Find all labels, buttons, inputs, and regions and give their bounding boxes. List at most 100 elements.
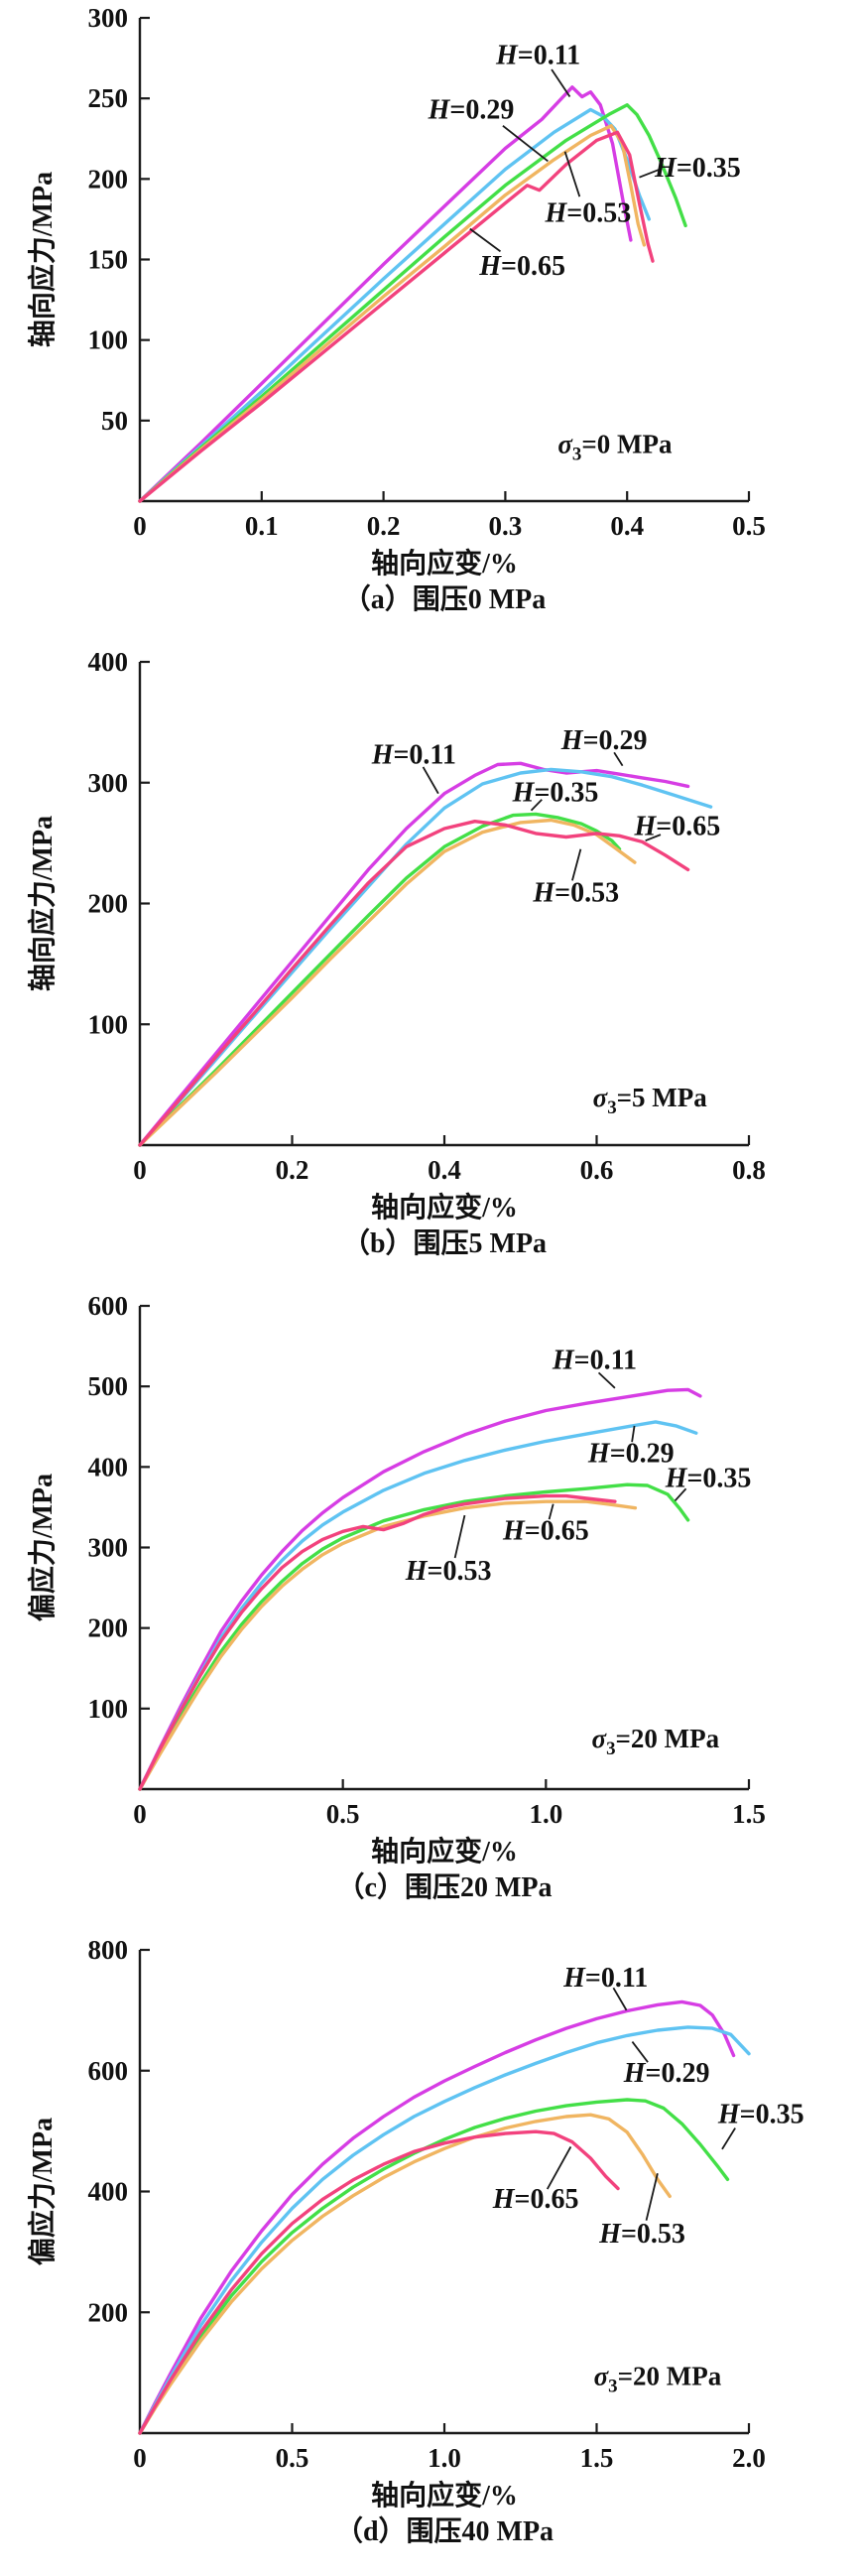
curve-H029: [138, 2025, 751, 2435]
curve-H053: [138, 124, 647, 503]
chart-panel-a: 0 0.1 0.2 0.3 0.4 0.550100150200250300H=0.11H…: [26, 3, 766, 615]
label-H053: H=0.53: [598, 2219, 685, 2250]
x-axis-title: 轴向应变/%: [371, 547, 518, 580]
curve-H035: [138, 1482, 690, 1791]
label-H029: H=0.29: [428, 95, 515, 126]
y-axis-title: 偏应力/MPa: [26, 2118, 59, 2265]
label-H065: H=0.65: [492, 2184, 579, 2215]
x-tick-label: 0.6: [580, 1155, 614, 1185]
label-H035: H=0.35: [654, 153, 741, 184]
sigma-annotation: σ3=5 MPa: [593, 1083, 708, 1118]
x-tick-label: 0.1: [245, 511, 279, 541]
x-tick-label: 0.5: [326, 1799, 360, 1829]
y-tick-label: 600: [88, 2056, 129, 2086]
curve-H053: [138, 1499, 638, 1791]
label-H065: H=0.65: [478, 251, 565, 282]
y-tick-label: 200: [88, 2297, 129, 2327]
y-tick-label: 200: [88, 1613, 129, 1643]
curve-H011: [138, 761, 690, 1147]
leader-H065: [645, 834, 662, 842]
x-tick-label: 0: [133, 2443, 147, 2473]
series-annotations: H=0.11 H=0.29H=0.35 H=0.53 H=0.65: [492, 1963, 804, 2250]
x-tick-label: 0.5: [732, 511, 766, 541]
label-H011: H=0.11: [495, 40, 580, 70]
label-H053: H=0.53: [532, 878, 619, 909]
y-tick-label: 300: [88, 1533, 129, 1563]
series-curves: [138, 85, 687, 503]
curve-H053: [138, 818, 637, 1147]
sigma-annotation: σ3=20 MPa: [592, 1724, 720, 1759]
curve-H035: [138, 2098, 730, 2435]
series-curves: [138, 761, 713, 1147]
x-tick-label: 0.3: [489, 511, 523, 541]
label-H065: H=0.65: [502, 1515, 589, 1546]
axes: 0 0.5 1.0 1.5 2.0 200 400 600 800: [88, 1935, 766, 2473]
y-tick-label: 150: [88, 245, 129, 275]
leader-H065: [548, 1503, 554, 1520]
label-H035: H=0.35: [717, 2100, 804, 2130]
y-axis-title: 轴向应力/MPa: [26, 816, 59, 991]
label-H011: H=0.11: [562, 1963, 648, 1994]
x-tick-label: 1.0: [428, 2443, 461, 2473]
panel-caption: （d）围压40 MPa: [335, 2514, 554, 2547]
label-H029: H=0.29: [587, 1439, 675, 1470]
curve-H011: [138, 1999, 736, 2435]
y-tick-label: 200: [88, 889, 129, 919]
leader-H053: [645, 2173, 659, 2221]
panel-caption: （b）围压5 MPa: [342, 1226, 547, 1259]
y-tick-label: 100: [88, 1694, 129, 1724]
leader-H065: [546, 2146, 572, 2190]
curve-H065: [138, 1493, 617, 1791]
axes: 0 0.2 0.4 0.6 0.8 100 200 300 400: [88, 647, 766, 1185]
curve-H011: [138, 85, 633, 503]
leader-H053: [563, 151, 581, 197]
y-tick-label: 400: [88, 2177, 129, 2207]
leader-H065: [469, 227, 502, 253]
leader-H035: [639, 168, 661, 179]
label-H029: H=0.29: [560, 725, 648, 756]
label-H011: H=0.11: [552, 1345, 637, 1375]
curve-H065: [138, 819, 690, 1147]
x-tick-label: 0.4: [610, 511, 644, 541]
leader-H029: [502, 125, 549, 163]
axes: 0 0.1 0.2 0.3 0.4 0.5 50 100 150 200 250 300: [88, 3, 766, 541]
leader-H029: [631, 2040, 649, 2063]
series-curves: [138, 1999, 751, 2435]
panel-caption: （a）围压0 MPa: [343, 582, 547, 615]
leader-H011: [551, 68, 571, 98]
y-tick-label: 600: [88, 1291, 129, 1321]
y-tick-label: 200: [88, 164, 129, 193]
axes: 0 0.5 1.0 1.5 100 200 300 400 500 600: [88, 1291, 766, 1829]
y-tick-label: 50: [101, 406, 128, 436]
leader-H029: [631, 1425, 636, 1443]
leader-H035: [674, 1487, 687, 1502]
series-curves: [138, 1387, 702, 1791]
x-tick-label: 0: [133, 1155, 147, 1185]
leader-H011: [597, 1371, 616, 1389]
label-H029: H=0.29: [623, 2058, 710, 2089]
label-H053: H=0.53: [405, 1556, 492, 1587]
x-tick-label: 2.0: [732, 2443, 766, 2473]
label-H053: H=0.53: [545, 197, 632, 228]
x-tick-label: 0.2: [367, 511, 401, 541]
leader-H035: [721, 2127, 736, 2150]
y-tick-label: 250: [88, 83, 129, 113]
curve-H029: [138, 107, 651, 503]
chart-panel-c: 0 0.5 1.0 1.5 100 200 300 400 500 600 H=0.11 H=0.29…: [26, 1291, 766, 1903]
leader-H011: [612, 1987, 628, 2011]
leader-H035: [530, 799, 543, 812]
x-tick-label: 0.4: [428, 1155, 461, 1185]
y-tick-label: 400: [88, 1452, 129, 1481]
panel-caption: （c）围压20 MPa: [337, 1870, 553, 1903]
label-H065: H=0.65: [633, 812, 720, 842]
leader-H053: [453, 1514, 466, 1559]
x-tick-label: 1.5: [580, 2443, 614, 2473]
leader-H029: [613, 751, 624, 767]
y-tick-label: 500: [88, 1371, 129, 1401]
series-annotations: H=0.11H=0.29H=0.35H=0.53H=0.65: [405, 1345, 752, 1587]
series-annotations: H=0.11 H=0.29 H=0.35 H=0.53 H=0.65: [428, 40, 741, 282]
x-axis-title: 轴向应变/%: [371, 1191, 518, 1224]
sigma-annotation: σ3=0 MPa: [557, 429, 673, 464]
leader-H053: [571, 848, 582, 881]
